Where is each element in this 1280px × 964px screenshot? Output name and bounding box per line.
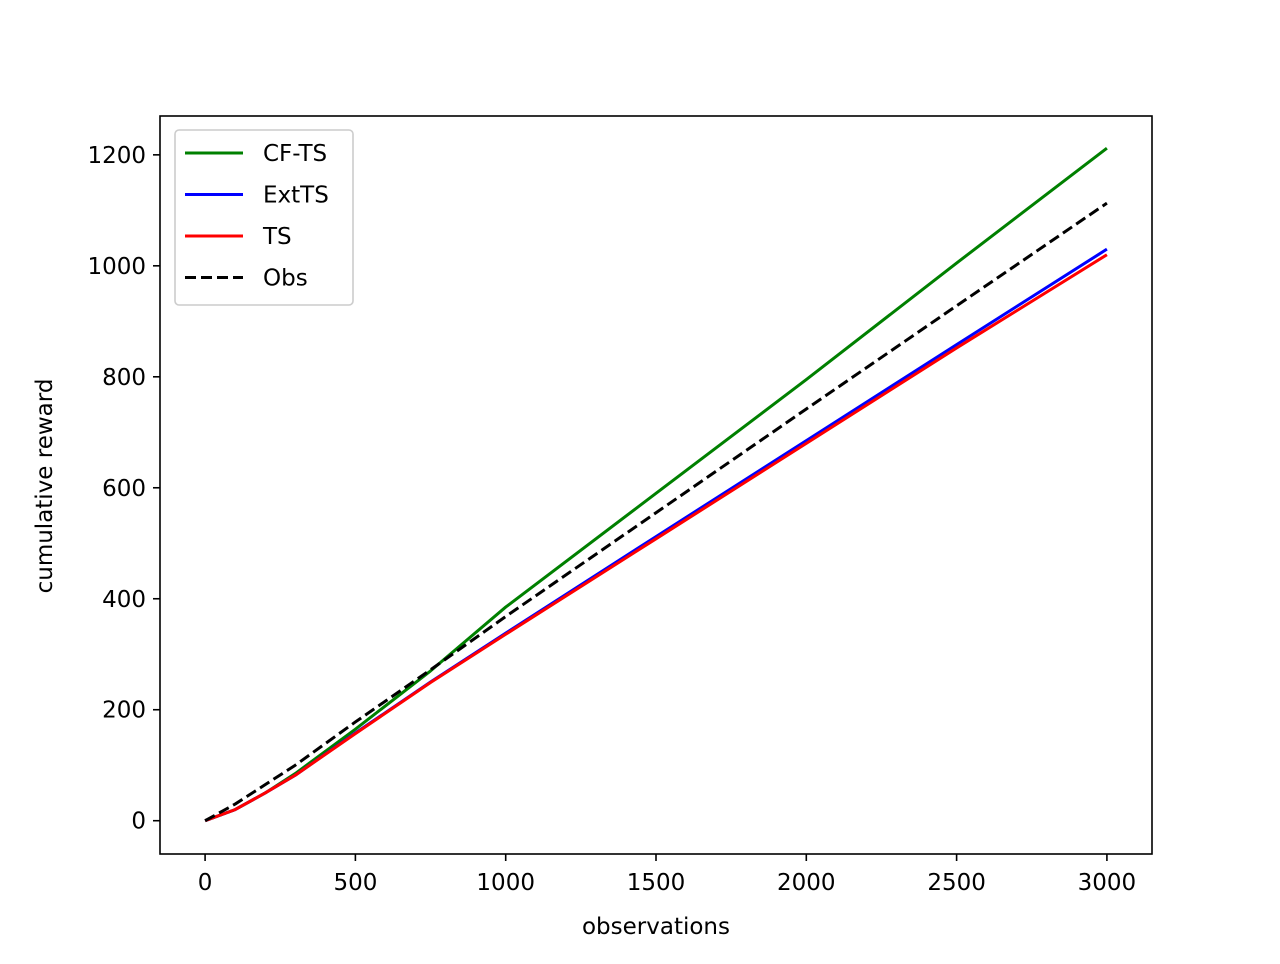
- x-tick-label: 2000: [777, 870, 836, 896]
- series-line-ts: [204, 253, 1108, 823]
- x-axis: 0 500 1000 1500 2000 2500 3000: [198, 854, 1136, 896]
- y-tick-label: 200: [102, 698, 146, 724]
- y-tick-label: 600: [102, 476, 146, 502]
- y-tick-label: 800: [102, 365, 146, 391]
- x-tick-label: 0: [198, 870, 213, 896]
- series-line-obs: [204, 201, 1108, 823]
- legend-entries: CF-TS ExtTS TS Obs: [185, 141, 329, 292]
- y-tick-label: 400: [102, 587, 146, 613]
- legend-label-cf-ts: CF-TS: [263, 141, 327, 167]
- x-axis-label: observations: [582, 914, 730, 940]
- legend-label-obs: Obs: [263, 266, 308, 292]
- x-tick-label: 3000: [1078, 870, 1137, 896]
- y-tick-label: 1200: [87, 143, 146, 169]
- y-tick-label: 0: [131, 809, 146, 835]
- series-layer: [204, 146, 1108, 823]
- legend-box: [174, 129, 354, 306]
- legend-label-ts: TS: [262, 224, 292, 250]
- y-axis: 0 200 400 600 800 1000 1200: [87, 143, 160, 835]
- x-tick-label: 2500: [927, 870, 986, 896]
- x-tick-label: 1500: [627, 870, 686, 896]
- legend: CF-TS ExtTS TS Obs: [174, 129, 354, 306]
- x-tick-label: 1000: [476, 870, 535, 896]
- x-tick-label: 500: [333, 870, 377, 896]
- y-tick-label: 1000: [87, 254, 146, 280]
- y-axis-label: cumulative reward: [32, 379, 58, 594]
- legend-label-extts: ExtTS: [263, 183, 329, 209]
